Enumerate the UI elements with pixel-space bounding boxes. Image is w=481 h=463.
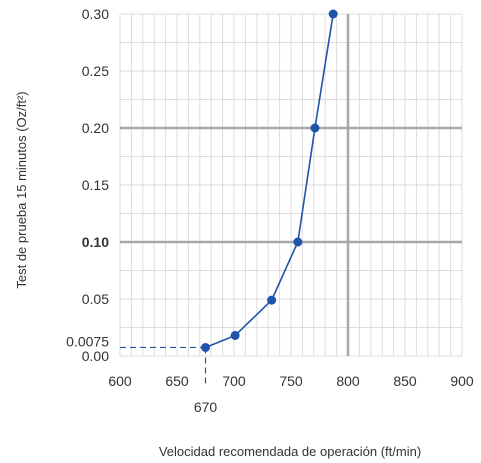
x-axis-tick-labels: 600 650 700 750 800 850 900 670 xyxy=(108,373,474,415)
data-point xyxy=(310,123,320,133)
y-axis-tick-labels: 0.00 0.05 0.10 0.15 0.20 0.25 0.30 0.0075 xyxy=(66,6,109,364)
data-point xyxy=(293,237,303,247)
x-tick-label: 900 xyxy=(450,373,474,389)
y-tick-label: 0.15 xyxy=(82,177,109,193)
data-point xyxy=(267,295,277,305)
y-tick-label: 0.20 xyxy=(82,120,109,136)
y-tick-label: 0.05 xyxy=(82,291,109,307)
data-point xyxy=(201,342,210,352)
reference-y-label: 0.0075 xyxy=(66,333,109,349)
major-gridlines xyxy=(120,14,462,356)
series xyxy=(201,9,338,352)
y-tick-label: 0.30 xyxy=(82,6,109,22)
reference-lines xyxy=(120,346,207,386)
series-line xyxy=(205,13,334,349)
x-tick-label: 700 xyxy=(222,373,246,389)
x-tick-label: 750 xyxy=(279,373,303,389)
y-tick-label: 0.00 xyxy=(82,348,109,364)
data-point xyxy=(328,9,338,19)
y-axis-title: Test de prueba 15 minutos (Oz/ft²) xyxy=(14,91,29,288)
minor-gridlines xyxy=(119,13,463,357)
reference-x-label: 670 xyxy=(194,399,218,415)
x-tick-label: 650 xyxy=(165,373,189,389)
data-point xyxy=(230,330,240,340)
x-tick-label: 850 xyxy=(393,373,417,389)
x-tick-label: 800 xyxy=(336,373,360,389)
x-tick-label: 600 xyxy=(108,373,132,389)
x-axis-title: Velocidad recomendada de operación (ft/m… xyxy=(159,444,421,459)
y-tick-label: 0.25 xyxy=(82,63,109,79)
y-tick-label: 0.10 xyxy=(82,234,109,250)
